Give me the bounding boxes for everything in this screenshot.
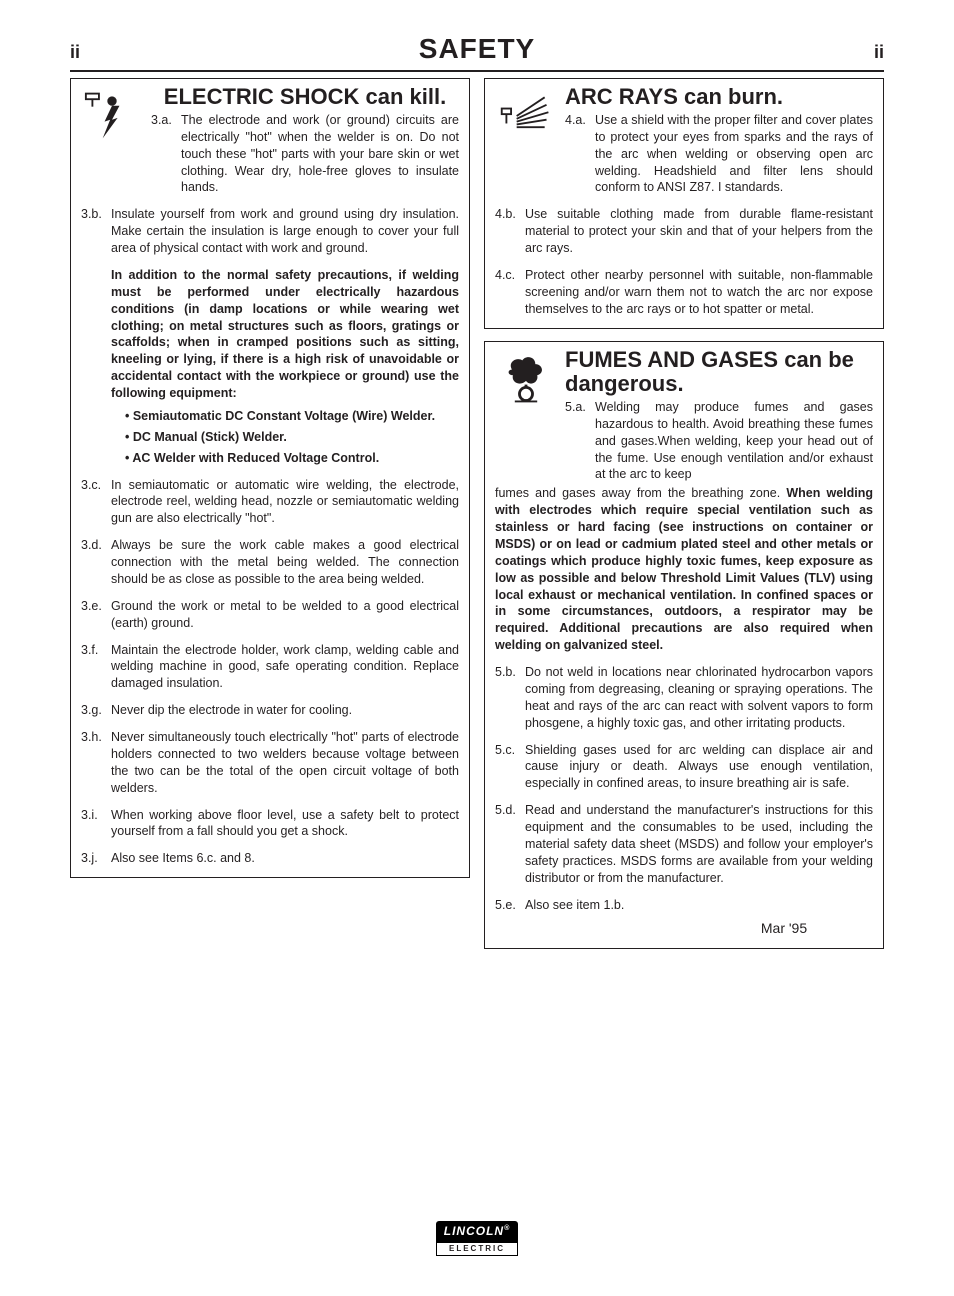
item-num: 3.b. [81, 206, 111, 257]
item-num: 3.i. [81, 807, 111, 841]
section-header: ELECTRIC SHOCK can kill. 3.a. The electr… [81, 85, 459, 197]
fumes-continuation: fumes and gases away from the breathing … [495, 485, 873, 654]
item-text: Shielding gases used for arc welding can… [525, 742, 873, 793]
right-column: ARC RAYS can burn. 4.a. Use a shield wit… [484, 78, 884, 962]
fumes-panel: FUMES AND GASES can be dangerous. 5.a. W… [484, 341, 884, 950]
arc-rays-title: ARC RAYS can burn. [565, 85, 873, 109]
content-columns: ELECTRIC SHOCK can kill. 3.a. The electr… [70, 78, 884, 962]
item-num: 3.h. [81, 729, 111, 797]
item-num: 3.a. [151, 112, 181, 196]
list-item: 3.d. Always be sure the work cable makes… [81, 537, 459, 588]
item-num: 3.c. [81, 477, 111, 528]
list-item: 4.b. Use suitable clothing made from dur… [495, 206, 873, 257]
bullet: • AC Welder with Reduced Voltage Control… [125, 450, 459, 467]
item-text: Do not weld in locations near chlorinate… [525, 664, 873, 732]
list-item: 3.i. When working above floor level, use… [81, 807, 459, 841]
list-item: 5.c. Shielding gases used for arc weldin… [495, 742, 873, 793]
lincoln-logo: LINCOLN® ELECTRIC [436, 1221, 519, 1256]
item-num: 5.b. [495, 664, 525, 732]
item-num: 3.j. [81, 850, 111, 867]
item-num: 3.g. [81, 702, 111, 719]
list-item: 3.f. Maintain the electrode holder, work… [81, 642, 459, 693]
item-num: 4.a. [565, 112, 595, 196]
item-num: 4.c. [495, 267, 525, 318]
bullet: • Semiautomatic DC Constant Voltage (Wir… [125, 408, 459, 425]
section-header: ARC RAYS can burn. 4.a. Use a shield wit… [495, 85, 873, 197]
item-text-bold: In addition to the normal safety precaut… [111, 267, 459, 402]
item-text: Use suitable clothing made from durable … [525, 206, 873, 257]
item-text: Never simultaneously touch electrically … [111, 729, 459, 797]
item-text: Protect other nearby personnel with suit… [525, 267, 873, 318]
item-num: 5.e. [495, 897, 525, 914]
logo-reg: ® [504, 1225, 510, 1232]
item-text: Always be sure the work cable makes a go… [111, 537, 459, 588]
fumes-title: FUMES AND GASES can be dangerous. [565, 348, 873, 396]
item-text: Maintain the electrode holder, work clam… [111, 642, 459, 693]
list-item: 3.e. Ground the work or metal to be weld… [81, 598, 459, 632]
item-text: Ground the work or metal to be welded to… [111, 598, 459, 632]
list-item: 3.j. Also see Items 6.c. and 8. [81, 850, 459, 867]
item-num: 4.b. [495, 206, 525, 257]
item-text: In semiautomatic or automatic wire weldi… [111, 477, 459, 528]
revision-date: Mar '95 [495, 919, 873, 938]
list-item: 3.g. Never dip the electrode in water fo… [81, 702, 459, 719]
item-text: Insulate yourself from work and ground u… [111, 206, 459, 257]
list-item: 4.c. Protect other nearby personnel with… [495, 267, 873, 318]
list-item: 5.d. Read and understand the manufacture… [495, 802, 873, 886]
list-item: 3.c. In semiautomatic or automatic wire … [81, 477, 459, 528]
section-header: FUMES AND GASES can be dangerous. 5.a. W… [495, 348, 873, 484]
footer-logo: LINCOLN® ELECTRIC [70, 1221, 884, 1256]
item-num: 3.d. [81, 537, 111, 588]
item-num: 3.e. [81, 598, 111, 632]
page-number-left: ii [70, 40, 80, 64]
logo-bot-text: ELECTRIC [436, 1242, 519, 1257]
electric-shock-icon [81, 85, 143, 147]
arc-rays-panel: ARC RAYS can burn. 4.a. Use a shield wit… [484, 78, 884, 329]
arc-rays-icon [495, 85, 557, 147]
electric-shock-title: ELECTRIC SHOCK can kill. [151, 85, 459, 109]
item-text: Also see Items 6.c. and 8. [111, 850, 459, 867]
item-num: 3.f. [81, 642, 111, 693]
item-num: 5.c. [495, 742, 525, 793]
logo-top-text: LINCOLN [444, 1224, 504, 1238]
item-text: Welding may produce fumes and gases haza… [595, 399, 873, 483]
page-header: ii SAFETY ii [70, 30, 884, 72]
cont-plain: fumes and gases away from the breathing … [495, 486, 786, 500]
item-text: Never dip the electrode in water for coo… [111, 702, 459, 719]
item-text: The electrode and work (or ground) circu… [181, 112, 459, 196]
list-item-bold: In addition to the normal safety precaut… [81, 267, 459, 402]
list-item: 3.b. Insulate yourself from work and gro… [81, 206, 459, 257]
cont-bold: When welding with electrodes which requi… [495, 486, 873, 652]
item-text: When working above floor level, use a sa… [111, 807, 459, 841]
electric-shock-panel: ELECTRIC SHOCK can kill. 3.a. The electr… [70, 78, 470, 878]
item-text: Use a shield with the proper filter and … [595, 112, 873, 196]
page-title: SAFETY [419, 30, 535, 68]
item-text: Also see item 1.b. [525, 897, 873, 914]
left-column: ELECTRIC SHOCK can kill. 3.a. The electr… [70, 78, 470, 962]
equipment-bullets: • Semiautomatic DC Constant Voltage (Wir… [125, 408, 459, 467]
item-text: Read and understand the manufacturer's i… [525, 802, 873, 886]
bullet: • DC Manual (Stick) Welder. [125, 429, 459, 446]
list-item: 5.e. Also see item 1.b. [495, 897, 873, 914]
fumes-icon [495, 348, 557, 410]
page-number-right: ii [874, 40, 884, 64]
item-num: 5.d. [495, 802, 525, 886]
item-num: 5.a. [565, 399, 595, 483]
list-item: 3.h. Never simultaneously touch electric… [81, 729, 459, 797]
list-item: 5.b. Do not weld in locations near chlor… [495, 664, 873, 732]
